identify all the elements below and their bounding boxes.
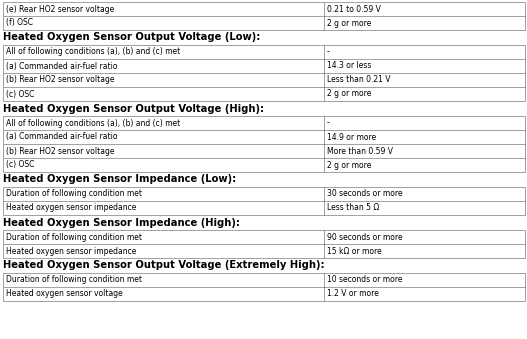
Bar	[3, 130, 525, 144]
Bar	[3, 287, 525, 301]
Bar	[3, 73, 525, 87]
Bar	[3, 230, 525, 244]
Text: All of following conditions (a), (b) and (c) met: All of following conditions (a), (b) and…	[6, 47, 180, 57]
Text: Heated Oxygen Sensor Impedance (High):: Heated Oxygen Sensor Impedance (High):	[3, 218, 240, 227]
Text: (c) OSC: (c) OSC	[6, 89, 34, 99]
Bar	[3, 59, 525, 73]
Bar	[3, 144, 525, 158]
Bar	[3, 87, 525, 101]
Text: Heated oxygen sensor impedance: Heated oxygen sensor impedance	[6, 246, 136, 256]
Bar	[3, 201, 525, 215]
Text: All of following conditions (a), (b) and (c) met: All of following conditions (a), (b) and…	[6, 119, 180, 127]
Bar	[3, 230, 525, 244]
Bar	[3, 73, 525, 87]
Text: 90 seconds or more: 90 seconds or more	[327, 233, 403, 241]
Bar	[3, 158, 525, 172]
Text: Heated Oxygen Sensor Output Voltage (Extremely High):: Heated Oxygen Sensor Output Voltage (Ext…	[3, 260, 325, 271]
Bar	[3, 244, 525, 258]
Bar	[3, 144, 525, 158]
Bar	[3, 16, 525, 30]
Bar	[3, 187, 525, 201]
Text: 14.9 or more: 14.9 or more	[327, 133, 376, 141]
Bar	[3, 2, 525, 16]
Text: Less than 5 Ω: Less than 5 Ω	[327, 203, 379, 213]
Bar	[3, 158, 525, 172]
Text: Duration of following condition met: Duration of following condition met	[6, 190, 142, 199]
Text: 2 g or more: 2 g or more	[327, 160, 372, 170]
Bar	[3, 16, 525, 30]
Text: -: -	[327, 119, 330, 127]
Bar	[3, 116, 525, 130]
Bar	[3, 273, 525, 287]
Text: 2 g or more: 2 g or more	[327, 19, 372, 27]
Bar	[3, 116, 525, 130]
Bar	[3, 201, 525, 215]
Bar	[3, 87, 525, 101]
Bar	[3, 45, 525, 59]
Text: -: -	[327, 47, 330, 57]
Text: Less than 0.21 V: Less than 0.21 V	[327, 76, 391, 84]
Text: 10 seconds or more: 10 seconds or more	[327, 276, 403, 284]
Bar	[3, 244, 525, 258]
Text: (c) OSC: (c) OSC	[6, 160, 34, 170]
Text: (f) OSC: (f) OSC	[6, 19, 33, 27]
Text: (a) Commanded air-fuel ratio: (a) Commanded air-fuel ratio	[6, 133, 118, 141]
Bar	[3, 2, 525, 16]
Text: (b) Rear HO2 sensor voltage: (b) Rear HO2 sensor voltage	[6, 146, 114, 156]
Bar	[3, 273, 525, 287]
Text: 1.2 V or more: 1.2 V or more	[327, 290, 379, 299]
Text: Heated oxygen sensor impedance: Heated oxygen sensor impedance	[6, 203, 136, 213]
Text: Heated Oxygen Sensor Output Voltage (Low):: Heated Oxygen Sensor Output Voltage (Low…	[3, 33, 260, 42]
Text: 2 g or more: 2 g or more	[327, 89, 372, 99]
Text: Heated Oxygen Sensor Output Voltage (High):: Heated Oxygen Sensor Output Voltage (Hig…	[3, 103, 264, 114]
Text: 0.21 to 0.59 V: 0.21 to 0.59 V	[327, 4, 381, 14]
Text: Heated oxygen sensor voltage: Heated oxygen sensor voltage	[6, 290, 123, 299]
Text: 15 kΩ or more: 15 kΩ or more	[327, 246, 382, 256]
Text: (a) Commanded air-fuel ratio: (a) Commanded air-fuel ratio	[6, 61, 118, 71]
Text: (e) Rear HO2 sensor voltage: (e) Rear HO2 sensor voltage	[6, 4, 114, 14]
Text: 14.3 or less: 14.3 or less	[327, 61, 372, 71]
Text: Duration of following condition met: Duration of following condition met	[6, 276, 142, 284]
Text: 30 seconds or more: 30 seconds or more	[327, 190, 403, 199]
Text: Heated Oxygen Sensor Impedance (Low):: Heated Oxygen Sensor Impedance (Low):	[3, 175, 236, 184]
Text: (b) Rear HO2 sensor voltage: (b) Rear HO2 sensor voltage	[6, 76, 114, 84]
Text: Duration of following condition met: Duration of following condition met	[6, 233, 142, 241]
Bar	[3, 287, 525, 301]
Text: More than 0.59 V: More than 0.59 V	[327, 146, 393, 156]
Bar	[3, 187, 525, 201]
Bar	[3, 59, 525, 73]
Bar	[3, 130, 525, 144]
Bar	[3, 45, 525, 59]
